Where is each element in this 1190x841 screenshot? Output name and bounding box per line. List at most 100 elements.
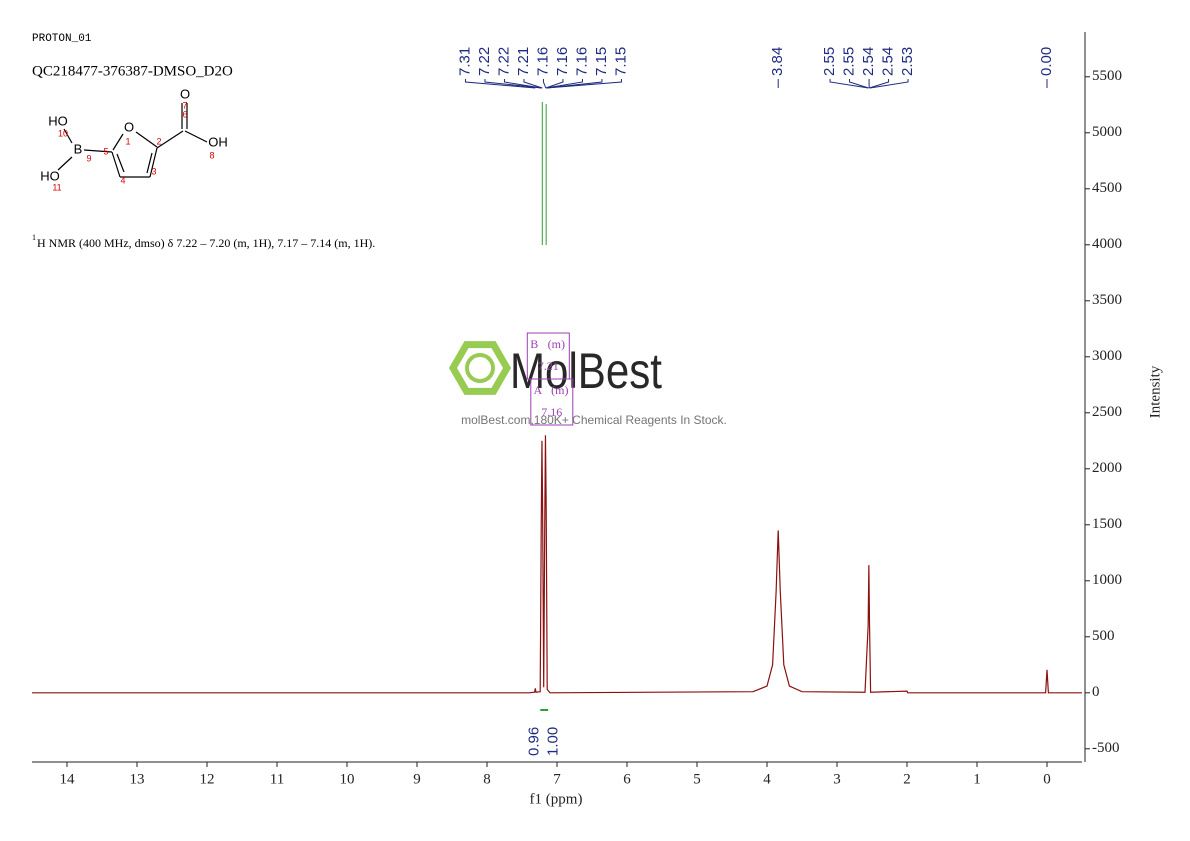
atom: OH <box>208 134 228 149</box>
peak-label: 7.15 <box>593 47 610 76</box>
y-tick-label: 3500 <box>1092 292 1122 308</box>
peak-leader <box>849 79 869 89</box>
structure: HO O O OH B HO 1 2 3 4 5 6 7 8 9 10 11 <box>40 86 228 192</box>
peak-label: 7.22 <box>476 47 493 76</box>
peak-leader <box>523 79 543 89</box>
x-tick-label: 2 <box>903 771 911 787</box>
bond <box>63 128 73 144</box>
locant: 10 <box>58 128 68 138</box>
nmr-mass: 1 <box>32 233 36 242</box>
y-tick-label: 1500 <box>1092 516 1122 532</box>
x-tick-label: 3 <box>833 771 841 787</box>
peak-leader <box>464 79 536 89</box>
multiplet-name: A <box>533 383 542 397</box>
peak-leader <box>542 79 547 89</box>
peak-label: 7.16 <box>534 47 551 76</box>
bond <box>116 153 125 173</box>
peak-label: 7.21 <box>515 47 532 76</box>
x-tick-label: 1 <box>973 771 981 787</box>
bond <box>111 151 121 178</box>
integral-label: 1.00 <box>545 727 562 756</box>
logo <box>448 341 512 395</box>
x-tick-label: 11 <box>270 771 284 787</box>
peak-label: 7.31 <box>456 47 473 76</box>
multiplet-name: B <box>530 337 538 351</box>
x-tick-label: 5 <box>693 771 701 787</box>
y-tick-label: 4000 <box>1092 236 1122 252</box>
atom: HO <box>48 113 68 128</box>
y-tick-label: 3000 <box>1092 348 1122 364</box>
atom: HO <box>40 168 60 183</box>
y-tick-label: 0 <box>1092 684 1100 700</box>
bond <box>83 149 113 153</box>
peak-leader <box>869 79 909 89</box>
tagline: molBest.com,180K+ Chemical Reagents In S… <box>461 413 727 427</box>
locant: 1 <box>125 136 130 146</box>
x-axis-title: f1 (ppm) <box>530 791 583 807</box>
y-tick-label: 1000 <box>1092 572 1122 588</box>
x-tick-label: 8 <box>483 771 491 787</box>
peak-leader <box>545 79 583 89</box>
atom: B <box>74 141 83 156</box>
y-tick-label: -500 <box>1092 740 1120 756</box>
bond <box>149 147 158 178</box>
peak-leader <box>503 79 542 89</box>
x-tick-label: 10 <box>340 771 355 787</box>
y-tick-label: 2000 <box>1092 460 1122 476</box>
locant: 8 <box>209 150 214 160</box>
y-tick-label: 2500 <box>1092 404 1122 420</box>
atom: O <box>180 86 190 101</box>
multiplet-shift: 7.21 <box>538 359 559 373</box>
logo <box>465 353 495 383</box>
multiplet-shift: 7.16 <box>541 405 562 419</box>
peak-leader <box>546 79 603 89</box>
integral-label: 0.96 <box>526 727 543 756</box>
x-tick-label: 14 <box>60 771 76 787</box>
brand: MolBest <box>510 343 662 399</box>
y-tick-label: 4500 <box>1092 180 1122 196</box>
peak-label: 2.54 <box>880 47 897 76</box>
peak-label: 7.22 <box>495 47 512 76</box>
peak-label: 7.16 <box>554 47 571 76</box>
x-tick-label: 6 <box>623 771 631 787</box>
y-tick-label: 5000 <box>1092 124 1122 140</box>
x-tick-label: 9 <box>413 771 421 787</box>
peak-label: 7.16 <box>573 47 590 76</box>
peak-label: 3.84 <box>769 47 786 76</box>
peak-label: 2.55 <box>841 47 858 76</box>
peak-label: 0.00 <box>1038 47 1055 76</box>
spectrum <box>32 435 1082 694</box>
peak-label: 2.53 <box>899 47 916 76</box>
sample: QC218477-376387-DMSO_D2O <box>32 63 233 79</box>
locant: 2 <box>156 136 161 146</box>
peak-leader <box>829 79 869 89</box>
x-tick-label: 12 <box>200 771 215 787</box>
peak-leader <box>546 79 622 89</box>
peak-label: 7.15 <box>612 47 629 76</box>
locant: 11 <box>52 182 61 192</box>
peak-leader <box>545 79 564 89</box>
bond <box>57 156 73 171</box>
multiplet-kind: (m) <box>551 383 568 397</box>
peak-leader <box>869 79 890 89</box>
multiplet-box <box>530 378 574 426</box>
locant: 7 <box>182 100 187 110</box>
peak-label: 2.55 <box>821 47 838 76</box>
bond <box>184 130 208 143</box>
locant: 9 <box>86 153 91 163</box>
y-axis-title: Intensity <box>1147 365 1163 418</box>
bond <box>135 131 158 148</box>
y-tick-label: 5500 <box>1092 68 1122 84</box>
y-tick-label: 500 <box>1092 628 1115 644</box>
locant: 4 <box>120 175 125 185</box>
peak-label: 2.54 <box>860 47 877 76</box>
x-tick-label: 7 <box>553 771 561 787</box>
bond <box>112 133 124 151</box>
locant: 3 <box>151 166 156 176</box>
bond <box>146 152 153 174</box>
multiplet-kind: (m) <box>548 337 565 351</box>
bond <box>156 130 184 149</box>
experiment: PROTON_01 <box>32 33 92 45</box>
